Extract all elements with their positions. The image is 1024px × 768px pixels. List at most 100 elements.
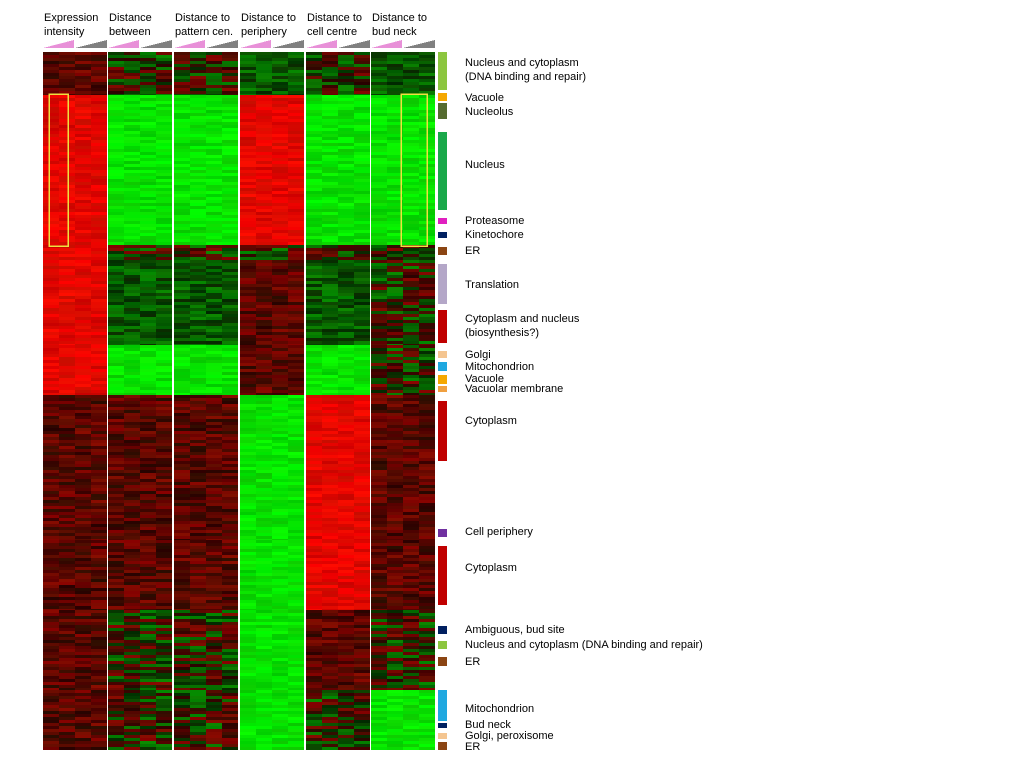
heatmap-cell [59, 79, 75, 82]
heatmap-cell [124, 94, 140, 95]
heatmap-cell [43, 558, 59, 561]
heatmap-cell [140, 398, 156, 401]
heatmap-cell [206, 317, 222, 320]
heatmap-cell [306, 79, 322, 82]
heatmap-cell [174, 338, 190, 341]
heatmap-cell [256, 497, 272, 500]
heatmap-cell [59, 419, 75, 422]
heatmap-cell [338, 378, 354, 381]
heatmap-cell [419, 434, 435, 437]
heatmap-cell [419, 640, 435, 643]
heatmap-cell [272, 470, 288, 473]
heatmap-cell [91, 293, 107, 296]
heatmap-cell [306, 230, 322, 233]
heatmap-cell [403, 236, 419, 239]
heatmap-cell [354, 161, 370, 164]
heatmap-cell [75, 652, 91, 655]
heatmap-cell [371, 467, 387, 470]
heatmap-cell [403, 434, 419, 437]
heatmap-cell [371, 488, 387, 491]
heatmap-cell [75, 194, 91, 197]
heatmap-cell [371, 369, 387, 372]
heatmap-cell [174, 494, 190, 497]
heatmap-cell [371, 218, 387, 221]
heatmap-cell [124, 290, 140, 293]
heatmap-cell [43, 585, 59, 588]
heatmap-cell [288, 509, 304, 512]
heatmap-cell [371, 404, 387, 407]
heatmap-cell [75, 218, 91, 221]
heatmap-cell [288, 251, 304, 254]
heatmap-cell [59, 167, 75, 170]
heatmap-cell [272, 360, 288, 363]
heatmap-cell [43, 107, 59, 110]
heatmap-cell [206, 357, 222, 360]
heatmap-cell [288, 85, 304, 88]
heatmap-cell [124, 305, 140, 308]
heatmap-cell [371, 206, 387, 209]
heatmap-cell [174, 233, 190, 236]
heatmap-cell [354, 188, 370, 191]
heatmap-cell [190, 600, 206, 603]
heatmap-cell [206, 248, 222, 251]
heatmap-cell [419, 473, 435, 476]
heatmap-cell [59, 431, 75, 434]
heatmap-cell [108, 85, 124, 88]
heatmap-cell [354, 527, 370, 530]
heatmap-cell [206, 91, 222, 94]
heatmap-cell [156, 393, 172, 395]
heatmap-cell [91, 308, 107, 311]
heatmap-cell [288, 260, 304, 263]
heatmap-cell [140, 82, 156, 85]
heatmap-cell [59, 558, 75, 561]
heatmap-cell [272, 52, 288, 55]
heatmap-cell [354, 116, 370, 119]
heatmap-cell [354, 354, 370, 357]
heatmap-cell [43, 131, 59, 134]
heatmap-cell [354, 275, 370, 278]
heatmap-cell [124, 649, 140, 652]
heatmap-cell [222, 70, 238, 73]
heatmap-cell [354, 290, 370, 293]
heatmap-cell [322, 143, 338, 146]
heatmap-cell [174, 287, 190, 290]
heatmap-cell [338, 473, 354, 476]
heatmap-cell [75, 354, 91, 357]
heatmap-cell [354, 567, 370, 570]
heatmap-cell [256, 603, 272, 606]
heatmap-cell [206, 131, 222, 134]
heatmap-cell [206, 305, 222, 308]
heatmap-cell [156, 290, 172, 293]
heatmap-cell [124, 215, 140, 218]
heatmap-cell [288, 332, 304, 335]
heatmap-cell [256, 628, 272, 631]
heatmap-cell [387, 363, 403, 366]
heatmap-cell [354, 158, 370, 161]
heatmap-cell [272, 206, 288, 209]
heatmap-cell [91, 221, 107, 224]
heatmap-cell [240, 384, 256, 387]
heatmap-cell [75, 375, 91, 378]
heatmap-cell [59, 387, 75, 390]
heatmap-cell [75, 125, 91, 128]
heatmap-cell [91, 401, 107, 404]
heatmap-cell [222, 122, 238, 125]
heatmap-cell [156, 649, 172, 652]
heatmap-cell [124, 173, 140, 176]
heatmap-cell [240, 425, 256, 428]
heatmap-cell [256, 52, 272, 55]
heatmap-cell [354, 94, 370, 95]
heatmap-cell [240, 242, 256, 245]
heatmap-cell [174, 88, 190, 91]
heatmap-cell [322, 413, 338, 416]
heatmap-cell [43, 579, 59, 582]
heatmap-cell [272, 335, 288, 338]
heatmap-cell [288, 329, 304, 332]
heatmap-cell [156, 221, 172, 224]
heatmap-cell [206, 543, 222, 546]
heatmap-cell [206, 149, 222, 152]
heatmap-cell [403, 603, 419, 606]
heatmap-cell [322, 606, 338, 609]
heatmap-cell [272, 73, 288, 76]
heatmap-cell [371, 194, 387, 197]
